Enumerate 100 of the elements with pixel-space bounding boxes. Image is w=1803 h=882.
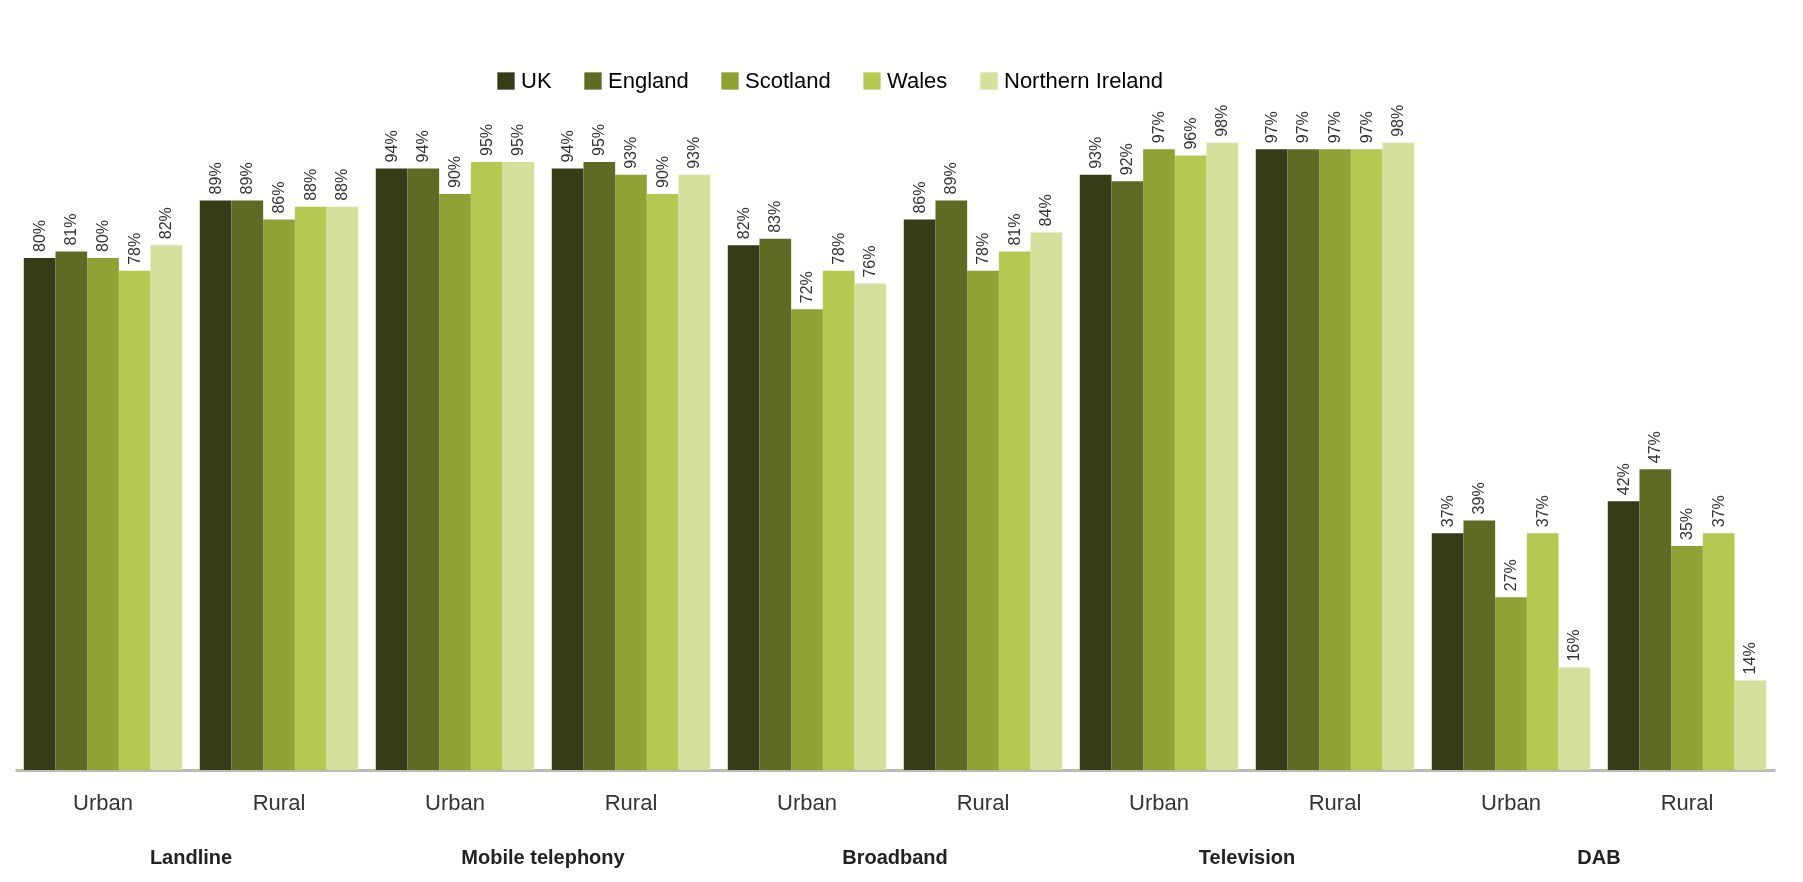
data-label: 83% bbox=[766, 200, 784, 233]
bar bbox=[1079, 174, 1112, 770]
bar bbox=[87, 258, 119, 770]
data-label: 14% bbox=[1741, 642, 1759, 675]
legend-label: Northern Ireland bbox=[1004, 68, 1163, 93]
data-label: 93% bbox=[622, 136, 639, 169]
data-label: 94% bbox=[382, 130, 400, 163]
data-label: 76% bbox=[861, 245, 879, 278]
bar bbox=[439, 194, 471, 770]
bar bbox=[1287, 149, 1320, 770]
data-label: 94% bbox=[414, 130, 432, 163]
data-label: 97% bbox=[1150, 111, 1167, 144]
data-label: 88% bbox=[333, 168, 351, 201]
data-label: 90% bbox=[446, 155, 463, 188]
bar bbox=[759, 238, 792, 770]
data-label: 97% bbox=[1294, 111, 1312, 144]
data-label: 88% bbox=[301, 168, 319, 201]
data-label: 84% bbox=[1037, 194, 1055, 227]
x-tick-label: Rural bbox=[252, 789, 306, 815]
data-label: 82% bbox=[734, 207, 752, 240]
x-tick-label: Rural bbox=[1308, 789, 1362, 815]
bar bbox=[1526, 533, 1559, 770]
data-label: 39% bbox=[1470, 482, 1488, 515]
data-label: 81% bbox=[62, 213, 80, 246]
data-label: 86% bbox=[910, 181, 928, 214]
data-label: 81% bbox=[1005, 213, 1023, 246]
data-label: 97% bbox=[1262, 111, 1280, 144]
data-label: 27% bbox=[1502, 559, 1519, 592]
bar bbox=[935, 200, 968, 770]
x-tick-label: Rural bbox=[956, 789, 1010, 815]
x-tick-label: Rural bbox=[1660, 789, 1714, 815]
bar bbox=[1702, 533, 1735, 770]
data-label: 98% bbox=[1389, 104, 1407, 137]
bar bbox=[470, 162, 503, 770]
data-label: 92% bbox=[1118, 143, 1136, 176]
bar bbox=[118, 270, 151, 770]
data-label: 47% bbox=[1646, 431, 1664, 464]
bar bbox=[1463, 520, 1496, 770]
x-tick-label: Urban bbox=[425, 789, 485, 815]
x-tick-label: Rural bbox=[604, 789, 658, 815]
data-label: 95% bbox=[477, 123, 495, 156]
bar bbox=[1734, 680, 1767, 770]
data-label: 78% bbox=[829, 232, 847, 265]
bar bbox=[1495, 597, 1527, 770]
text: DAB bbox=[1577, 846, 1621, 868]
bar bbox=[678, 174, 711, 770]
bar bbox=[727, 245, 760, 770]
data-label: 78% bbox=[125, 232, 143, 265]
text: Broadband bbox=[842, 846, 948, 868]
bar bbox=[903, 219, 936, 770]
bar bbox=[1350, 149, 1383, 770]
bar bbox=[1382, 142, 1415, 770]
data-label: 97% bbox=[1357, 111, 1375, 144]
bar bbox=[646, 194, 679, 770]
data-label: 89% bbox=[942, 162, 960, 195]
data-label: 16% bbox=[1565, 629, 1583, 662]
data-label: 95% bbox=[509, 123, 527, 156]
bar bbox=[998, 251, 1031, 770]
bar bbox=[854, 283, 887, 770]
bar bbox=[231, 200, 264, 770]
data-label: 78% bbox=[974, 232, 991, 265]
data-label: 35% bbox=[1678, 507, 1695, 540]
bar bbox=[23, 258, 56, 770]
bar bbox=[1111, 181, 1144, 770]
bar bbox=[150, 245, 183, 770]
data-label: 42% bbox=[1614, 463, 1632, 496]
bar bbox=[1319, 149, 1351, 770]
data-label: 80% bbox=[94, 219, 111, 252]
bar bbox=[967, 270, 999, 770]
bar bbox=[551, 168, 584, 770]
data-label: 93% bbox=[1086, 136, 1104, 169]
data-label: 86% bbox=[270, 181, 287, 214]
bar bbox=[1558, 667, 1591, 770]
data-label: 82% bbox=[157, 207, 175, 240]
data-label: 37% bbox=[1533, 495, 1551, 528]
bar bbox=[1607, 501, 1640, 770]
bar bbox=[583, 162, 616, 770]
bar bbox=[1255, 149, 1288, 770]
data-label: 90% bbox=[653, 155, 671, 188]
bar bbox=[615, 174, 647, 770]
data-label: 95% bbox=[590, 123, 608, 156]
bar bbox=[326, 206, 359, 770]
data-label: 94% bbox=[558, 130, 576, 163]
data-label: 97% bbox=[1326, 111, 1343, 144]
bar bbox=[294, 206, 327, 770]
bar bbox=[1030, 232, 1063, 770]
legend-label: UK bbox=[521, 68, 552, 93]
bar bbox=[375, 168, 408, 770]
bar bbox=[1431, 533, 1464, 770]
data-label: 96% bbox=[1181, 117, 1199, 150]
bar bbox=[1639, 469, 1672, 770]
data-label: 37% bbox=[1438, 495, 1456, 528]
bar bbox=[1671, 546, 1703, 770]
bar bbox=[407, 168, 440, 770]
bar bbox=[1174, 155, 1207, 770]
data-label: 89% bbox=[206, 162, 224, 195]
bar bbox=[1206, 142, 1239, 770]
x-tick-label: Urban bbox=[1129, 789, 1189, 815]
legend-label: Scotland bbox=[745, 68, 831, 93]
bar bbox=[263, 219, 295, 770]
